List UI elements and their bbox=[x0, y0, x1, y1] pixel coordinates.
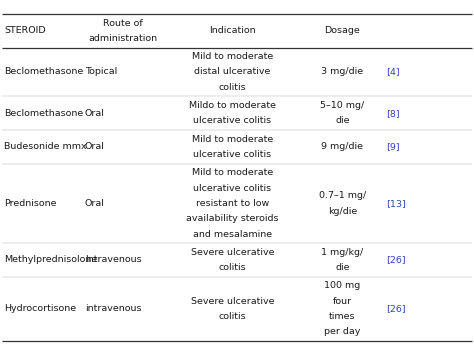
Text: and mesalamine: and mesalamine bbox=[193, 230, 272, 239]
Text: 3 mg/die: 3 mg/die bbox=[321, 68, 364, 77]
Text: ulcerative colitis: ulcerative colitis bbox=[193, 150, 271, 159]
Text: die: die bbox=[335, 116, 350, 125]
Text: colitis: colitis bbox=[219, 312, 246, 321]
Text: Oral: Oral bbox=[85, 109, 105, 118]
Text: Prednisone: Prednisone bbox=[4, 199, 57, 208]
Text: [26]: [26] bbox=[386, 304, 405, 314]
Text: administration: administration bbox=[89, 34, 158, 43]
Text: distal ulcerative: distal ulcerative bbox=[194, 68, 271, 77]
Text: kg/die: kg/die bbox=[328, 207, 357, 215]
Text: 9 mg/die: 9 mg/die bbox=[321, 142, 364, 151]
Text: intravenous: intravenous bbox=[85, 304, 141, 314]
Text: ulcerative colitis: ulcerative colitis bbox=[193, 116, 271, 125]
Text: Beclomethasone: Beclomethasone bbox=[4, 109, 83, 118]
Text: [8]: [8] bbox=[386, 109, 400, 118]
Text: Budesonide mmx: Budesonide mmx bbox=[4, 142, 87, 151]
Text: resistant to low: resistant to low bbox=[196, 199, 269, 208]
Text: Mild to moderate: Mild to moderate bbox=[191, 135, 273, 144]
Text: Mild to moderate: Mild to moderate bbox=[191, 168, 273, 177]
Text: availability steroids: availability steroids bbox=[186, 214, 279, 223]
Text: Severe ulcerative: Severe ulcerative bbox=[191, 248, 274, 257]
Text: Dosage: Dosage bbox=[325, 26, 360, 35]
Text: Intravenous: Intravenous bbox=[85, 255, 141, 264]
Text: Route of: Route of bbox=[103, 18, 143, 27]
Text: per day: per day bbox=[324, 327, 361, 337]
Text: four: four bbox=[333, 297, 352, 306]
Text: die: die bbox=[335, 263, 350, 272]
Text: Mildo to moderate: Mildo to moderate bbox=[189, 101, 276, 110]
Text: 0.7–1 mg/: 0.7–1 mg/ bbox=[319, 191, 366, 200]
Text: Methylprednisolone: Methylprednisolone bbox=[4, 255, 98, 264]
Text: [9]: [9] bbox=[386, 142, 400, 151]
Text: Beclomethasone: Beclomethasone bbox=[4, 68, 83, 77]
Text: STEROID: STEROID bbox=[4, 26, 46, 35]
Text: Mild to moderate: Mild to moderate bbox=[191, 52, 273, 61]
Text: times: times bbox=[329, 312, 356, 321]
Text: Hydrocortisone: Hydrocortisone bbox=[4, 304, 76, 314]
Text: colitis: colitis bbox=[219, 263, 246, 272]
Text: 100 mg: 100 mg bbox=[324, 282, 361, 291]
Text: colitis: colitis bbox=[219, 83, 246, 92]
Text: Indication: Indication bbox=[209, 26, 255, 35]
Text: 5–10 mg/: 5–10 mg/ bbox=[320, 101, 365, 110]
Text: [4]: [4] bbox=[386, 68, 400, 77]
Text: ulcerative colitis: ulcerative colitis bbox=[193, 183, 271, 192]
Text: Oral: Oral bbox=[85, 142, 105, 151]
Text: 1 mg/kg/: 1 mg/kg/ bbox=[321, 248, 364, 257]
Text: [13]: [13] bbox=[386, 199, 406, 208]
Text: Topical: Topical bbox=[85, 68, 117, 77]
Text: [26]: [26] bbox=[386, 255, 405, 264]
Text: Oral: Oral bbox=[85, 199, 105, 208]
Text: Severe ulcerative: Severe ulcerative bbox=[191, 297, 274, 306]
